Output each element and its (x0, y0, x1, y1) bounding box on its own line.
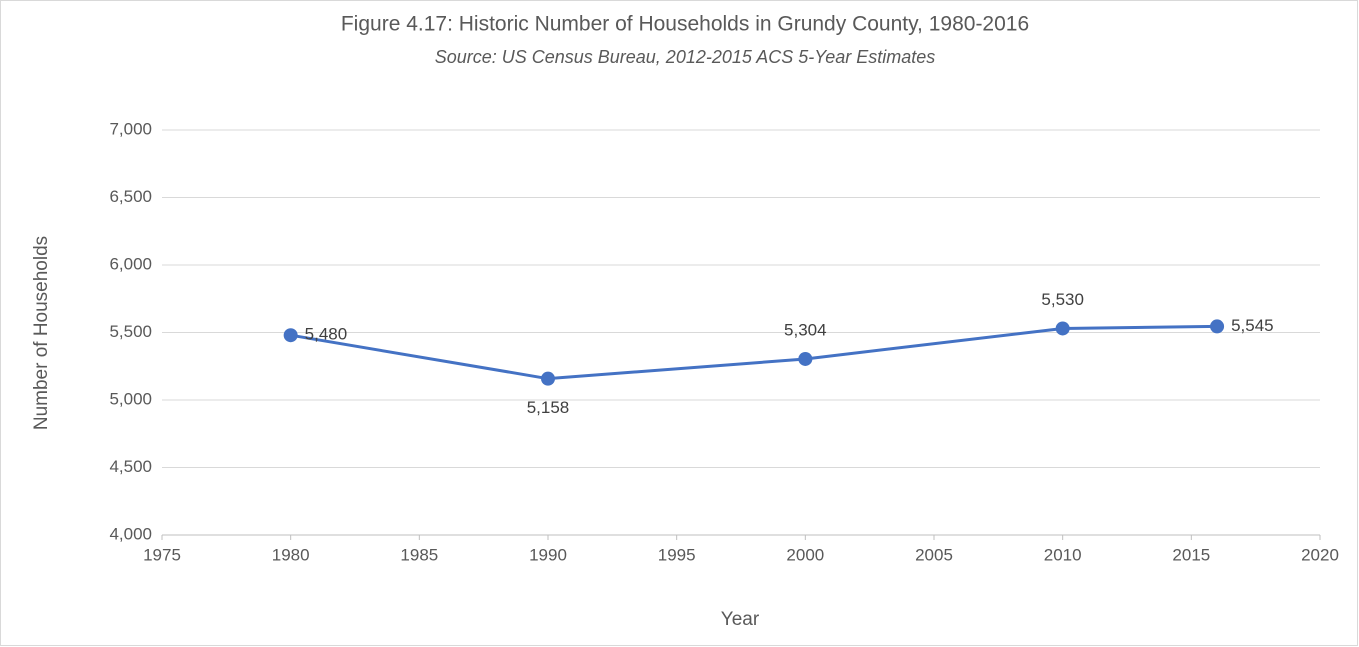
y-tick-label: 5,500 (109, 322, 152, 341)
x-tick-label: 2000 (786, 545, 824, 564)
marker (283, 328, 298, 343)
marker (1055, 321, 1070, 336)
y-tick-label: 4,500 (109, 457, 152, 476)
chart-subtitle: Source: US Census Bureau, 2012-2015 ACS … (435, 47, 936, 67)
marker (798, 351, 813, 366)
x-axis-title: Year (721, 609, 760, 630)
data-label: 5,545 (1231, 316, 1274, 335)
x-tick-label: 2010 (1044, 545, 1082, 564)
data-label: 5,304 (784, 320, 827, 339)
x-tick-label: 2015 (1172, 545, 1210, 564)
data-label: 5,158 (527, 398, 570, 417)
data-label: 5,530 (1041, 290, 1084, 309)
x-tick-label: 2005 (915, 545, 953, 564)
x-tick-label: 1990 (529, 545, 567, 564)
y-tick-label: 7,000 (109, 119, 152, 138)
x-tick-label: 1975 (143, 545, 181, 564)
y-tick-label: 5,000 (109, 389, 152, 408)
x-tick-label: 1995 (658, 545, 696, 564)
y-tick-label: 6,500 (109, 187, 152, 206)
data-label: 5,480 (305, 325, 348, 344)
x-tick-label: 2020 (1301, 545, 1339, 564)
x-tick-label: 1980 (272, 545, 310, 564)
y-axis-title: Number of Households (31, 236, 52, 430)
chart-title: Figure 4.17: Historic Number of Househol… (341, 13, 1029, 36)
y-tick-label: 4,000 (109, 524, 152, 543)
x-tick-label: 1985 (400, 545, 438, 564)
y-tick-label: 6,000 (109, 254, 152, 273)
marker (1210, 319, 1225, 334)
marker (541, 371, 555, 386)
